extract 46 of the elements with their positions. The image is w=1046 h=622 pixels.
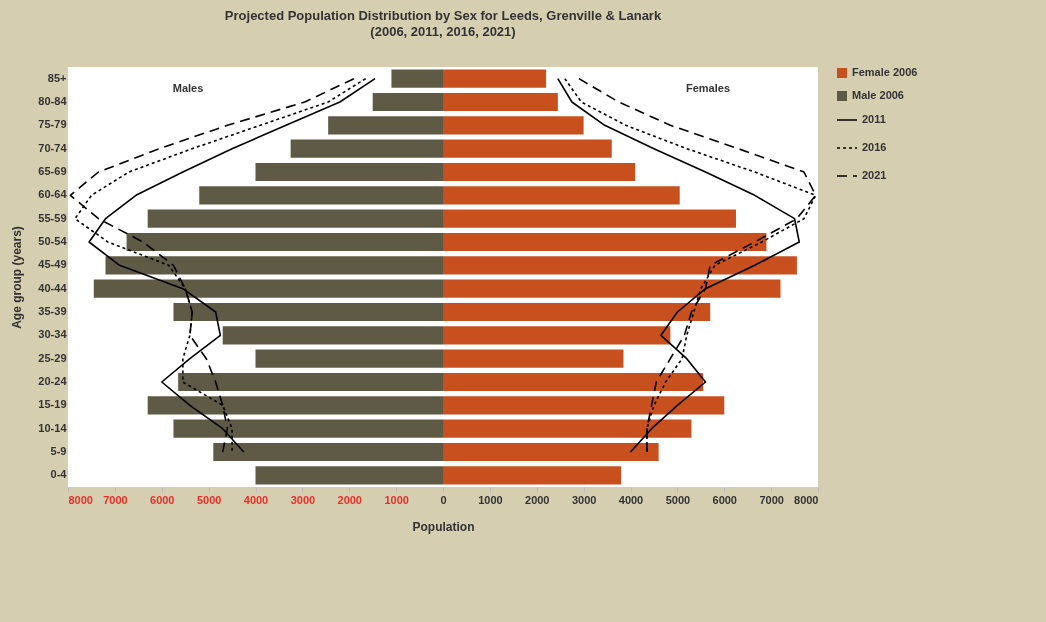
y-tick-label: 55-59 xyxy=(38,211,67,224)
y-tick-label: 45-49 xyxy=(38,258,67,271)
x-tick-label: 3000 xyxy=(571,493,597,506)
annotation: Males xyxy=(172,82,204,94)
y-tick-label: 70-74 xyxy=(38,141,68,154)
y-tick-label: 85+ xyxy=(47,71,67,84)
y-tick-label: 80-84 xyxy=(38,95,68,107)
x-tick-label: 8000 xyxy=(68,493,93,506)
x-tick-label: 5000 xyxy=(196,493,222,506)
y-tick-label: 15-19 xyxy=(38,398,67,411)
x-tick-label: 6000 xyxy=(712,493,737,506)
y-tick-label: 60-64 xyxy=(38,188,68,201)
y-tick-label: 75-79 xyxy=(38,118,67,131)
y-tick-label: 10-14 xyxy=(38,421,68,434)
y-tick-label: 35-39 xyxy=(38,305,67,317)
y-tick-label: 20-24 xyxy=(38,375,68,387)
x-tick-label: 0 xyxy=(440,493,447,506)
y-tick-label: 0-4 xyxy=(50,468,68,481)
x-tick-label: 8000 xyxy=(794,493,819,506)
x-tick-label: 7000 xyxy=(759,493,784,506)
x-tick-label: 2000 xyxy=(337,493,362,506)
x-tick-label: 5000 xyxy=(665,493,691,506)
y-tick-label: 50-54 xyxy=(38,235,68,247)
y-tick-label: 25-29 xyxy=(38,351,67,364)
legend-label: 2016 xyxy=(862,141,887,153)
chart-title: Projected Population Distribution by Sex for Leeds, Grenville & Lanark xyxy=(224,8,662,23)
x-axis-title: Population xyxy=(412,519,475,534)
x-tick-label: 4000 xyxy=(618,493,644,506)
annotation: Females xyxy=(685,82,731,94)
x-tick-label: 4000 xyxy=(243,493,269,506)
x-tick-label: 3000 xyxy=(290,493,316,506)
x-tick-label: 7000 xyxy=(103,493,128,506)
legend-label: 2011 xyxy=(862,113,886,125)
x-tick-label: 2000 xyxy=(525,493,550,506)
y-tick-label: 40-44 xyxy=(38,281,68,294)
y-axis-title: Age group (years) xyxy=(10,226,25,329)
y-tick-label: 65-69 xyxy=(38,165,67,177)
x-tick-label: 1000 xyxy=(384,493,409,506)
chart-subtitle: (2006, 2011, 2016, 2021) xyxy=(370,24,516,39)
legend-label: 2021 xyxy=(862,169,887,181)
y-tick-label: 5-9 xyxy=(50,445,67,457)
legend-label: Female 2006 xyxy=(852,66,918,78)
x-tick-label: 6000 xyxy=(150,493,175,506)
x-tick-label: 1000 xyxy=(478,493,503,506)
y-tick-label: 30-34 xyxy=(38,328,68,341)
legend-label: Male 2006 xyxy=(852,89,904,101)
